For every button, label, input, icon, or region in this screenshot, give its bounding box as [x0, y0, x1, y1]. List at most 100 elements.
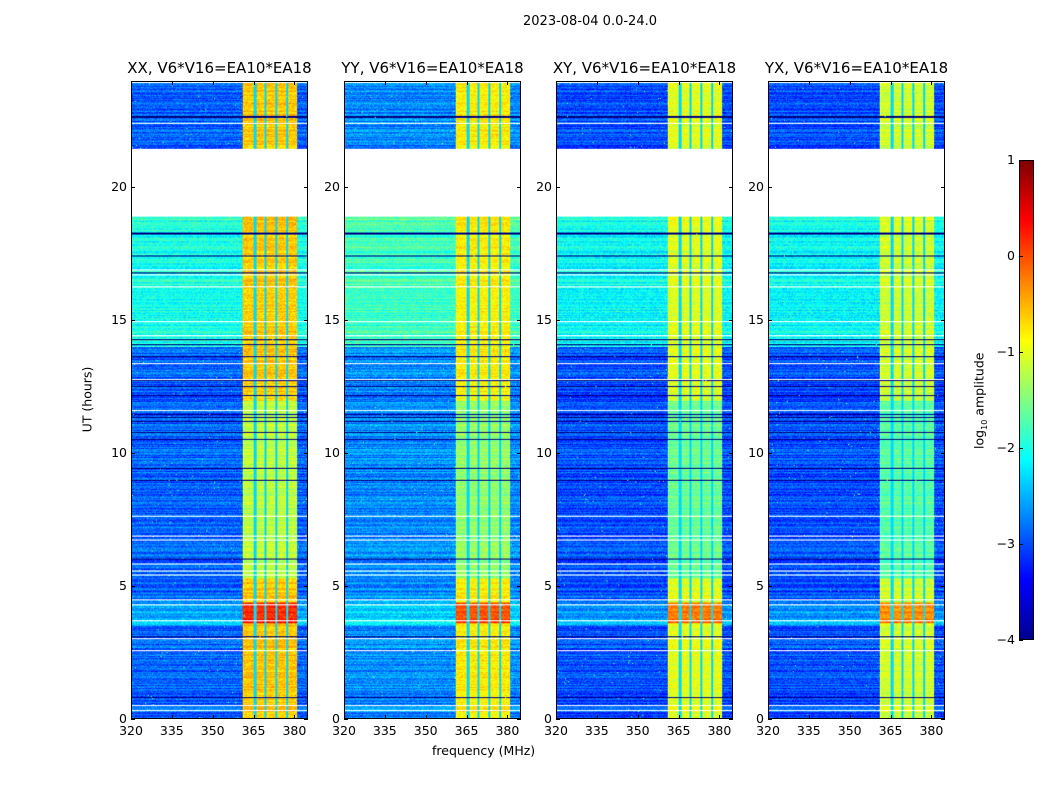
x-tick-mark: [212, 715, 214, 719]
y-axis-label: UT (hours): [79, 366, 95, 433]
x-tick-label: 335: [372, 723, 397, 738]
y-tick-mark-right: [729, 719, 733, 720]
x-tick-label: 335: [584, 723, 609, 738]
y-tick-mark: [131, 320, 135, 322]
y-tick-mark-right: [304, 187, 308, 189]
y-tick-label: 5: [756, 578, 764, 594]
y-tick-label: 10: [536, 445, 552, 461]
y-tick-label: 15: [748, 312, 764, 328]
colorbar-tick-label: −1: [996, 344, 1015, 359]
y-tick-label: 10: [111, 445, 127, 461]
x-tick-mark-top: [556, 81, 557, 85]
x-tick-label: 320: [332, 723, 356, 738]
x-tick-label: 335: [796, 723, 821, 738]
x-tick-mark: [556, 715, 557, 719]
y-tick-mark: [768, 453, 772, 455]
y-tick-mark-right: [729, 586, 733, 588]
y-tick-mark: [344, 320, 348, 322]
x-tick-mark: [507, 715, 509, 719]
x-tick-mark-top: [131, 81, 132, 85]
y-tick-label: 5: [332, 578, 340, 594]
y-tick-mark-right: [941, 187, 945, 189]
x-tick-label: 365: [454, 723, 479, 738]
y-tick-label: 15: [324, 312, 340, 328]
y-tick-label: 20: [111, 179, 127, 195]
y-tick-label: 15: [536, 312, 552, 328]
x-tick-mark: [425, 715, 427, 719]
x-tick-label: 350: [625, 723, 650, 738]
x-tick-mark: [171, 715, 173, 719]
y-tick-label: 0: [332, 711, 340, 726]
x-tick-label: 365: [241, 723, 266, 738]
x-tick-label: 365: [666, 723, 691, 738]
x-tick-mark-top: [212, 81, 214, 85]
y-tick-mark-right: [517, 187, 521, 189]
x-tick-mark: [294, 715, 296, 719]
y-tick-mark: [768, 320, 772, 322]
y-tick-mark-right: [941, 586, 945, 588]
y-tick-mark-right: [517, 719, 521, 720]
colorbar-tick-mark: [1019, 256, 1023, 257]
x-tick-label: 380: [282, 723, 307, 738]
spectrogram-panel-3: [768, 81, 945, 719]
x-tick-mark-top: [637, 81, 639, 85]
y-tick-mark: [556, 453, 560, 455]
y-tick-mark: [768, 187, 772, 189]
y-tick-label: 15: [111, 312, 127, 328]
x-tick-mark-top: [425, 81, 427, 85]
x-tick-mark-top: [294, 81, 296, 85]
x-tick-mark: [931, 715, 933, 719]
y-tick-mark: [344, 586, 348, 588]
y-tick-label: 20: [536, 179, 552, 195]
y-tick-mark-right: [729, 320, 733, 322]
spectrogram-panel-2: [556, 81, 733, 719]
figure-title: 2023-08-04 0.0-24.0: [523, 14, 657, 29]
x-tick-label: 380: [707, 723, 732, 738]
x-tick-mark: [768, 715, 769, 719]
x-tick-mark: [849, 715, 851, 719]
y-tick-label: 0: [756, 711, 764, 726]
x-tick-mark-top: [384, 81, 386, 85]
colorbar-tick-label: −2: [996, 440, 1015, 455]
y-tick-mark: [768, 586, 772, 588]
x-tick-mark: [253, 715, 255, 719]
x-tick-mark: [890, 715, 892, 719]
colorbar: [1019, 160, 1034, 640]
y-tick-label: 20: [748, 179, 764, 195]
x-tick-mark: [344, 715, 345, 719]
spectrogram-panel-1: [344, 81, 521, 719]
y-tick-mark: [556, 320, 560, 322]
y-tick-mark-right: [304, 453, 308, 455]
x-tick-mark: [596, 715, 598, 719]
x-tick-label: 380: [495, 723, 520, 738]
x-tick-label: 320: [119, 723, 143, 738]
colorbar-tick-label: −4: [996, 632, 1015, 647]
x-tick-mark-top: [466, 81, 468, 85]
colorbar-label: log10 amplitude: [971, 353, 989, 449]
colorbar-label-sub: 10: [979, 419, 989, 430]
y-tick-label: 5: [119, 578, 127, 594]
y-tick-label: 0: [119, 711, 127, 726]
y-tick-mark: [344, 187, 348, 189]
y-tick-mark-right: [304, 719, 308, 720]
x-tick-mark-top: [678, 81, 680, 85]
x-tick-mark: [637, 715, 639, 719]
y-tick-mark-right: [729, 453, 733, 455]
y-tick-label: 10: [324, 445, 340, 461]
y-tick-mark-right: [941, 719, 945, 720]
x-tick-mark-top: [596, 81, 598, 85]
x-tick-mark-top: [849, 81, 851, 85]
x-tick-label: 365: [878, 723, 903, 738]
y-tick-mark-right: [517, 453, 521, 455]
colorbar-tick-mark: [1019, 544, 1023, 545]
x-tick-mark-top: [808, 81, 810, 85]
y-tick-label: 10: [748, 445, 764, 461]
x-tick-label: 350: [413, 723, 438, 738]
y-tick-mark-right: [517, 320, 521, 322]
colorbar-tick-mark: [1019, 352, 1023, 353]
x-tick-mark: [131, 715, 132, 719]
colorbar-tick-label: −3: [996, 536, 1015, 551]
y-tick-mark: [768, 719, 772, 720]
x-tick-label: 380: [919, 723, 944, 738]
x-tick-mark-top: [931, 81, 933, 85]
